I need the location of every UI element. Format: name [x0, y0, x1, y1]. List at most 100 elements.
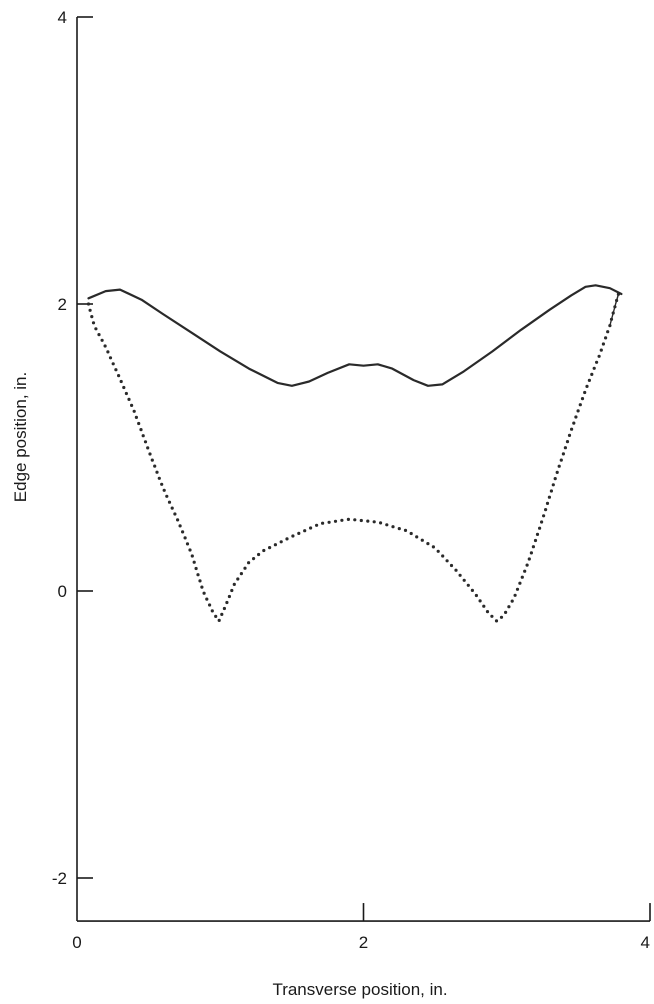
- series-dotted-point: [150, 458, 154, 462]
- series-dotted-point: [196, 573, 200, 577]
- series-dotted-point: [538, 526, 542, 530]
- series-dotted-point: [134, 415, 138, 419]
- series-dotted-point: [565, 440, 570, 444]
- series-dotted-point: [205, 597, 209, 601]
- series-dotted-point: [572, 421, 576, 425]
- series-dotted-point: [585, 384, 589, 388]
- series-dotted-point: [454, 568, 458, 572]
- series-dotted-point: [194, 566, 198, 571]
- series-dotted-point: [531, 545, 536, 549]
- series-dotted-point: [262, 548, 266, 553]
- series-dotted-point: [597, 354, 601, 358]
- series-dotted-point: [527, 557, 531, 561]
- series-dotted-point: [604, 336, 608, 340]
- series-dotted-point: [563, 446, 568, 450]
- series-dotted-point: [535, 532, 540, 537]
- series-dotted-point: [431, 545, 435, 549]
- series-dotted-point: [445, 559, 449, 563]
- series-dotted-point: [137, 421, 141, 426]
- series-dotted-point: [143, 440, 148, 444]
- series-dotted-point: [192, 560, 196, 564]
- series-dotted-point: [346, 517, 350, 522]
- series-dotted-point: [587, 378, 592, 382]
- series-dotted-point: [513, 593, 517, 597]
- series-dotted-point: [178, 524, 182, 528]
- series-dotted-point: [333, 519, 338, 523]
- series-dotted-point: [225, 600, 229, 605]
- series-dotted-point: [574, 415, 578, 419]
- series-dotted-point: [91, 321, 96, 325]
- series-dotted-point: [309, 526, 313, 530]
- series-dotted-point: [490, 614, 494, 618]
- series-dotted-point: [127, 397, 131, 401]
- series-dotted-point: [188, 548, 192, 552]
- x-tick-label: 0: [72, 933, 81, 952]
- series-dotted-point: [167, 500, 172, 504]
- series-dotted-point: [420, 538, 424, 542]
- series-dotted-point: [499, 615, 504, 619]
- y-ticks: 4 2 0 -2: [52, 8, 93, 888]
- series-dotted-point: [340, 518, 344, 522]
- series-dotted-point: [160, 482, 164, 486]
- series-dotted-point: [183, 536, 187, 540]
- series-dotted-point: [208, 603, 212, 607]
- series-dotted-point: [583, 390, 587, 395]
- x-axis-label: Transverse position, in.: [272, 980, 447, 999]
- series-dotted-point: [510, 599, 514, 603]
- series-dotted-point: [533, 538, 538, 543]
- series-dotted-point: [353, 518, 357, 522]
- series-solid-line: [87, 284, 623, 387]
- series-dotted-point: [100, 338, 104, 342]
- series-dotted-point: [146, 446, 150, 450]
- series-dotted-point: [279, 540, 283, 544]
- series-dotted-point: [551, 483, 555, 487]
- series-dotted-point: [385, 523, 389, 527]
- series-dotted-point: [567, 433, 572, 437]
- series-dotted-point: [122, 385, 126, 390]
- y-tick-label: 2: [58, 295, 67, 314]
- series-dotted-point: [268, 546, 272, 550]
- series-dotted-point: [176, 518, 180, 522]
- series-dotted-point: [599, 348, 603, 352]
- series-dotted-point: [540, 520, 544, 524]
- series-dotted-point: [185, 542, 190, 546]
- series-dotted-point: [391, 525, 395, 529]
- series-dotted-point: [119, 379, 123, 384]
- series-dotted-point: [462, 578, 466, 582]
- series-dotted-point: [592, 366, 596, 370]
- series-dotted-point: [141, 434, 145, 438]
- series-dotted-point: [478, 599, 482, 603]
- series-dotted-point: [520, 575, 524, 579]
- series-dotted-point: [190, 554, 194, 558]
- series-dotted-point: [482, 604, 486, 608]
- series-dotted-point: [285, 537, 289, 541]
- series-dotted-point: [315, 523, 319, 527]
- series-dotted-point: [553, 477, 557, 481]
- series-dotted-point: [470, 588, 474, 593]
- series-dotted-point: [230, 588, 234, 593]
- series-dotted-point: [570, 427, 574, 431]
- series-dotted-point: [576, 409, 580, 413]
- series-dotted-point: [504, 610, 508, 615]
- series-dotted-point: [441, 554, 445, 558]
- series-dotted-point: [494, 619, 499, 623]
- y-tick-label: 0: [58, 582, 67, 601]
- series-dotted-point: [220, 612, 224, 617]
- series-dotted-point: [403, 528, 408, 533]
- series-dotted-point: [595, 360, 599, 364]
- series-dotted-point: [547, 495, 552, 499]
- series-dotted-point: [507, 605, 511, 609]
- series-dotted-point: [165, 494, 169, 498]
- series-dotted-point: [436, 549, 440, 553]
- series-dotted-point: [578, 403, 582, 407]
- series-dotted-point: [139, 428, 143, 432]
- series-dotted-point: [243, 566, 247, 570]
- series-dotted-point: [236, 577, 240, 581]
- series-dotted-point: [214, 614, 218, 619]
- series-dotted-point: [198, 579, 202, 583]
- y-axis-label: Edge position, in.: [11, 372, 30, 502]
- series-dotted-point: [529, 551, 534, 555]
- axes: [76, 17, 650, 922]
- y-tick-label: 4: [58, 8, 67, 27]
